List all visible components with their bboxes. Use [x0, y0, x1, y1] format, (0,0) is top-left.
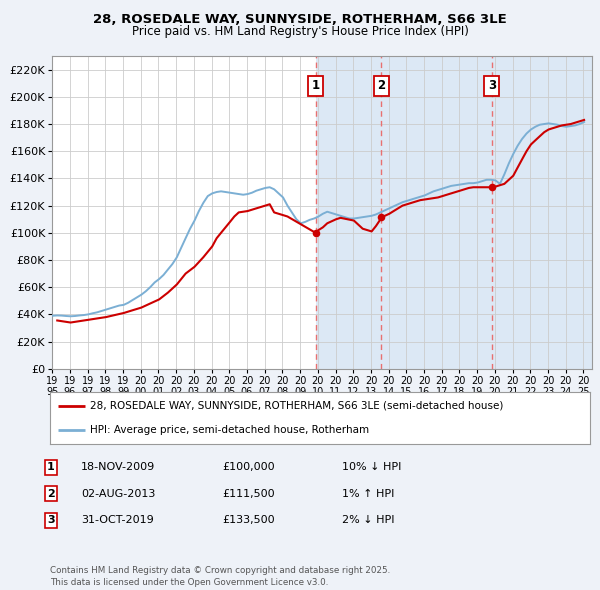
- Bar: [316, 56, 592, 369]
- Text: 2: 2: [377, 80, 385, 93]
- Text: 10% ↓ HPI: 10% ↓ HPI: [342, 463, 401, 472]
- Text: 1% ↑ HPI: 1% ↑ HPI: [342, 489, 394, 499]
- Text: 28, ROSEDALE WAY, SUNNYSIDE, ROTHERHAM, S66 3LE (semi-detached house): 28, ROSEDALE WAY, SUNNYSIDE, ROTHERHAM, …: [91, 401, 503, 411]
- Text: 28, ROSEDALE WAY, SUNNYSIDE, ROTHERHAM, S66 3LE: 28, ROSEDALE WAY, SUNNYSIDE, ROTHERHAM, …: [93, 13, 507, 26]
- Text: 3: 3: [47, 516, 55, 525]
- Text: 02-AUG-2013: 02-AUG-2013: [81, 489, 155, 499]
- Text: £100,000: £100,000: [222, 463, 275, 472]
- Text: 2% ↓ HPI: 2% ↓ HPI: [342, 516, 395, 525]
- Text: HPI: Average price, semi-detached house, Rotherham: HPI: Average price, semi-detached house,…: [91, 425, 370, 435]
- Text: Price paid vs. HM Land Registry's House Price Index (HPI): Price paid vs. HM Land Registry's House …: [131, 25, 469, 38]
- Text: 1: 1: [311, 80, 320, 93]
- Text: 18-NOV-2009: 18-NOV-2009: [81, 463, 155, 472]
- Text: 31-OCT-2019: 31-OCT-2019: [81, 516, 154, 525]
- Point: [311, 228, 320, 238]
- Text: 3: 3: [488, 80, 496, 93]
- Text: 1: 1: [47, 463, 55, 472]
- Point: [376, 212, 386, 222]
- Text: Contains HM Land Registry data © Crown copyright and database right 2025.
This d: Contains HM Land Registry data © Crown c…: [50, 566, 390, 587]
- Text: £133,500: £133,500: [222, 516, 275, 525]
- Text: 2: 2: [47, 489, 55, 499]
- Text: £111,500: £111,500: [222, 489, 275, 499]
- Point: [487, 182, 497, 192]
